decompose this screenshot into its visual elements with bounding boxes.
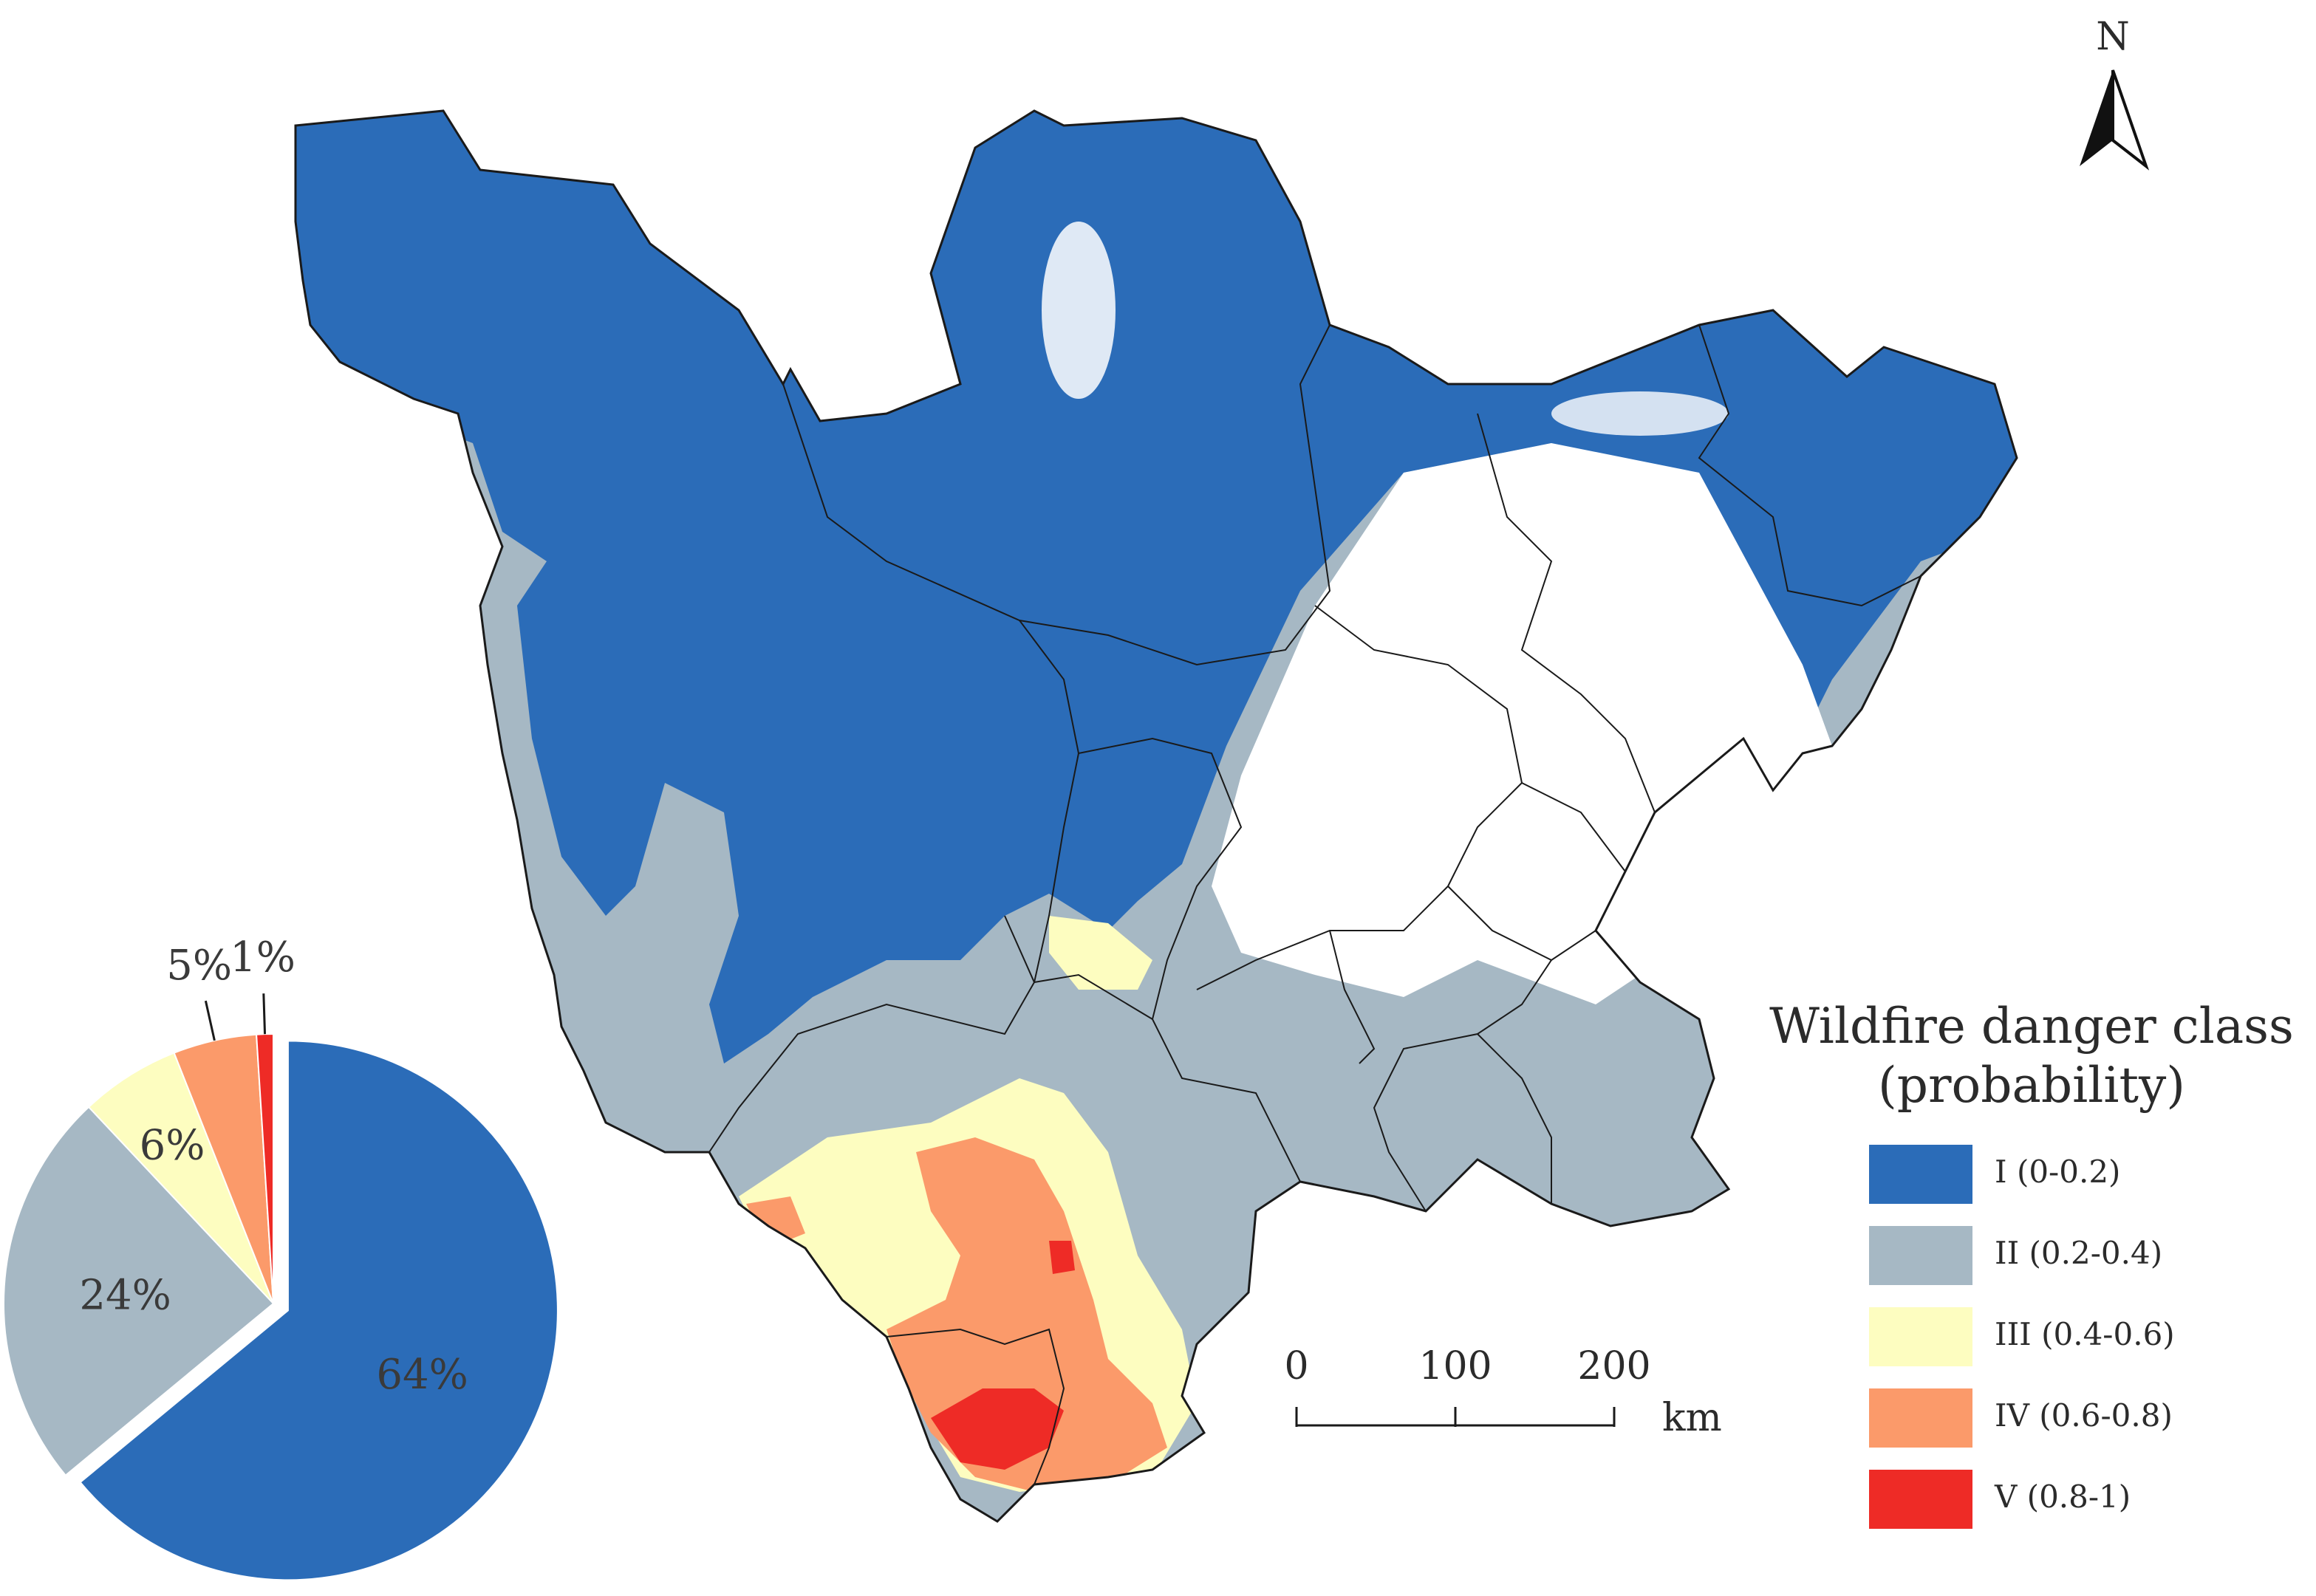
- north-arrow: N: [2061, 15, 2165, 177]
- legend-label-class-III: III (0.4-0.6): [1995, 1316, 2175, 1352]
- legend-item-class-I: I (0-0.2): [1869, 1145, 2283, 1226]
- pie-slice-class-II: [3, 1106, 275, 1477]
- legend-title-line1: Wildfire danger class: [1769, 998, 2294, 1055]
- pie-slice-class-III: [87, 1052, 274, 1304]
- legend-item-class-II: II (0.2-0.4): [1869, 1226, 2283, 1307]
- legend-swatch-class-III: [1869, 1307, 1972, 1366]
- prefecture-boundary: [1477, 1033, 1552, 1204]
- scale-unit: km: [1662, 1396, 1722, 1440]
- pie-label-class-IV: 5%: [166, 942, 232, 990]
- legend-items: I (0-0.2) II (0.2-0.4) III (0.4-0.6) IV …: [1869, 1145, 2283, 1551]
- legend-label-class-I: I (0-0.2): [1995, 1154, 2121, 1190]
- scale-tick-label-0: 0: [1284, 1344, 1309, 1388]
- legend-label-class-II: II (0.2-0.4): [1995, 1235, 2163, 1271]
- prefecture-boundary: [1373, 782, 1627, 1212]
- prefecture-boundary: [1477, 413, 1656, 813]
- prefecture-boundary: [1698, 324, 1922, 607]
- prefecture-boundary: [1196, 605, 1523, 990]
- legend: Wildfire danger class (probability) I (0…: [1766, 997, 2298, 1529]
- prefecture-boundary: [886, 1328, 1065, 1485]
- legend-swatch-class-IV: [1869, 1388, 1972, 1448]
- legend-swatch-class-II: [1869, 1226, 1972, 1285]
- legend-item-class-IV: IV (0.6-0.8): [1869, 1388, 2283, 1470]
- prefecture-boundary: [1329, 930, 1376, 1064]
- north-arrow-right-half: [2111, 69, 2150, 171]
- north-arrow-left-half: [2080, 70, 2113, 166]
- legend-item-class-III: III (0.4-0.6): [1869, 1307, 2283, 1388]
- prefecture-boundary: [782, 324, 1331, 666]
- map-region-class-III-west: [1049, 916, 1152, 990]
- north-label: N: [2096, 15, 2130, 59]
- pie-slice-class-I: [79, 1040, 558, 1581]
- map-region-class-V-spot: [1049, 1241, 1075, 1274]
- map-white-patch: [1551, 391, 1729, 436]
- legend-item-class-V: V (0.8-1): [1869, 1470, 2283, 1551]
- map-region-class-IV-sw: [746, 1196, 805, 1248]
- north-arrow-icon: [2080, 69, 2150, 171]
- pie-chart: 64% 24% 6% 5%1%: [3, 934, 558, 1581]
- pie-label-class-I: 64%: [376, 1351, 468, 1399]
- map-region-class-II-southeast: [1359, 1019, 1714, 1219]
- legend-label-class-IV: IV (0.6-0.8): [1995, 1397, 2173, 1434]
- legend-swatch-class-V: [1869, 1470, 1972, 1529]
- legend-label-class-V: V (0.8-1): [1995, 1479, 2131, 1515]
- pie-label-class-II: 24%: [79, 1271, 171, 1319]
- scale-tick-label-200: 200: [1577, 1344, 1651, 1388]
- pie-label-class-V: 1%: [230, 934, 296, 982]
- pie-leader-line-class-V: [262, 993, 267, 1035]
- legend-title-line2: (probability): [1877, 1057, 2185, 1114]
- map-region-white-east: [1212, 443, 1832, 1004]
- prefecture-boundary: [1004, 915, 1153, 1020]
- scale-tick-label-100: 100: [1418, 1344, 1492, 1388]
- pie-leader-line-class-IV: [204, 1000, 216, 1041]
- province-boundary: [294, 109, 2018, 1523]
- prefecture-boundary: [1447, 886, 1552, 961]
- scale-bar-graphic: [1295, 1407, 1616, 1427]
- map-region-class-V: [931, 1388, 1064, 1470]
- legend-swatch-class-I: [1869, 1145, 1972, 1204]
- prefecture-boundary: [1078, 737, 1301, 1182]
- map-white-patch: [1042, 222, 1116, 399]
- prefecture-boundaries: [708, 324, 1922, 1485]
- pie-label-class-III: 6%: [140, 1121, 205, 1169]
